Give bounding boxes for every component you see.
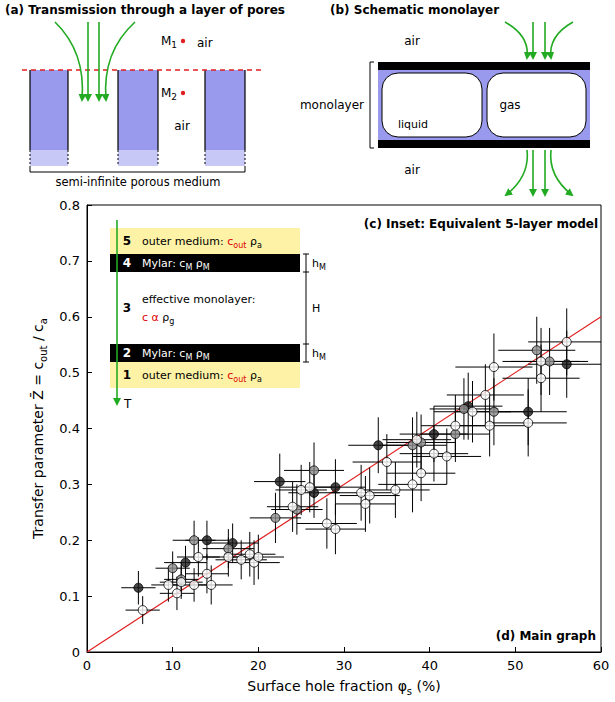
svg-text:gas: gas [499, 98, 520, 112]
svg-text:c α ρg: c α ρg [142, 311, 174, 326]
svg-text:0: 0 [72, 645, 80, 660]
svg-text:Mylar: cM ρM: Mylar: cM ρM [142, 347, 210, 362]
svg-text:20: 20 [250, 658, 267, 673]
svg-text:(b) Schematic monolayer: (b) Schematic monolayer [330, 3, 499, 17]
svg-text:M2: M2 [161, 86, 177, 102]
svg-text:40: 40 [421, 658, 438, 673]
svg-text:(%): (%) [412, 678, 441, 694]
svg-text:air: air [404, 34, 420, 48]
svg-text:2: 2 [123, 346, 131, 360]
svg-text:effective monolayer:: effective monolayer: [142, 293, 256, 306]
svg-text:10: 10 [164, 658, 181, 673]
svg-text:(c) Inset: Equivalent 5-layer: (c) Inset: Equivalent 5-layer model [364, 217, 598, 231]
svg-text:liquid: liquid [398, 118, 428, 131]
svg-text:M1: M1 [161, 34, 177, 50]
svg-text:Surface hole fraction φ: Surface hole fraction φ [247, 678, 407, 694]
svg-text:0.1: 0.1 [59, 589, 80, 604]
svg-text:hM: hM [312, 257, 326, 272]
svg-text:0.3: 0.3 [59, 477, 80, 492]
svg-text:(a) Transmission through a lay: (a) Transmission through a layer of pore… [5, 3, 285, 17]
svg-text:0.6: 0.6 [59, 309, 80, 324]
svg-text:4: 4 [123, 256, 131, 270]
svg-text:outer medium: cout ρa: outer medium: cout ρa [142, 369, 262, 384]
svg-text:0.8: 0.8 [59, 198, 80, 213]
svg-text:outer medium: cout ρa: outer medium: cout ρa [142, 235, 262, 250]
svg-text:0.2: 0.2 [59, 533, 80, 548]
svg-text:monolayer: monolayer [300, 98, 364, 112]
svg-text:1: 1 [123, 368, 131, 382]
svg-text:0.7: 0.7 [59, 253, 80, 268]
svg-text:30: 30 [336, 658, 353, 673]
svg-text:T: T [123, 397, 132, 411]
svg-text:s: s [406, 685, 413, 697]
svg-text:Mylar: cM ρM: Mylar: cM ρM [142, 257, 210, 272]
svg-text:(d) Main graph: (d) Main graph [496, 629, 596, 643]
svg-text:60: 60 [593, 658, 610, 673]
svg-text:/ c: / c [30, 324, 46, 345]
svg-text:semi-infinite porous medium: semi-infinite porous medium [55, 175, 220, 189]
svg-text:hM: hM [312, 347, 326, 362]
svg-text:out: out [38, 345, 49, 361]
svg-text:5: 5 [123, 234, 131, 248]
svg-text:0.5: 0.5 [59, 365, 80, 380]
svg-text:air: air [174, 119, 190, 133]
svg-text:50: 50 [507, 658, 524, 673]
svg-text:air: air [197, 36, 213, 50]
svg-text:0.4: 0.4 [59, 421, 80, 436]
svg-text:0: 0 [83, 658, 91, 673]
svg-text:a: a [38, 318, 49, 324]
svg-text:Transfer parameter Z̄ = c: Transfer parameter Z̄ = c [30, 362, 47, 540]
svg-text:H: H [312, 302, 320, 315]
svg-text:air: air [404, 163, 420, 177]
svg-text:3: 3 [123, 301, 131, 315]
